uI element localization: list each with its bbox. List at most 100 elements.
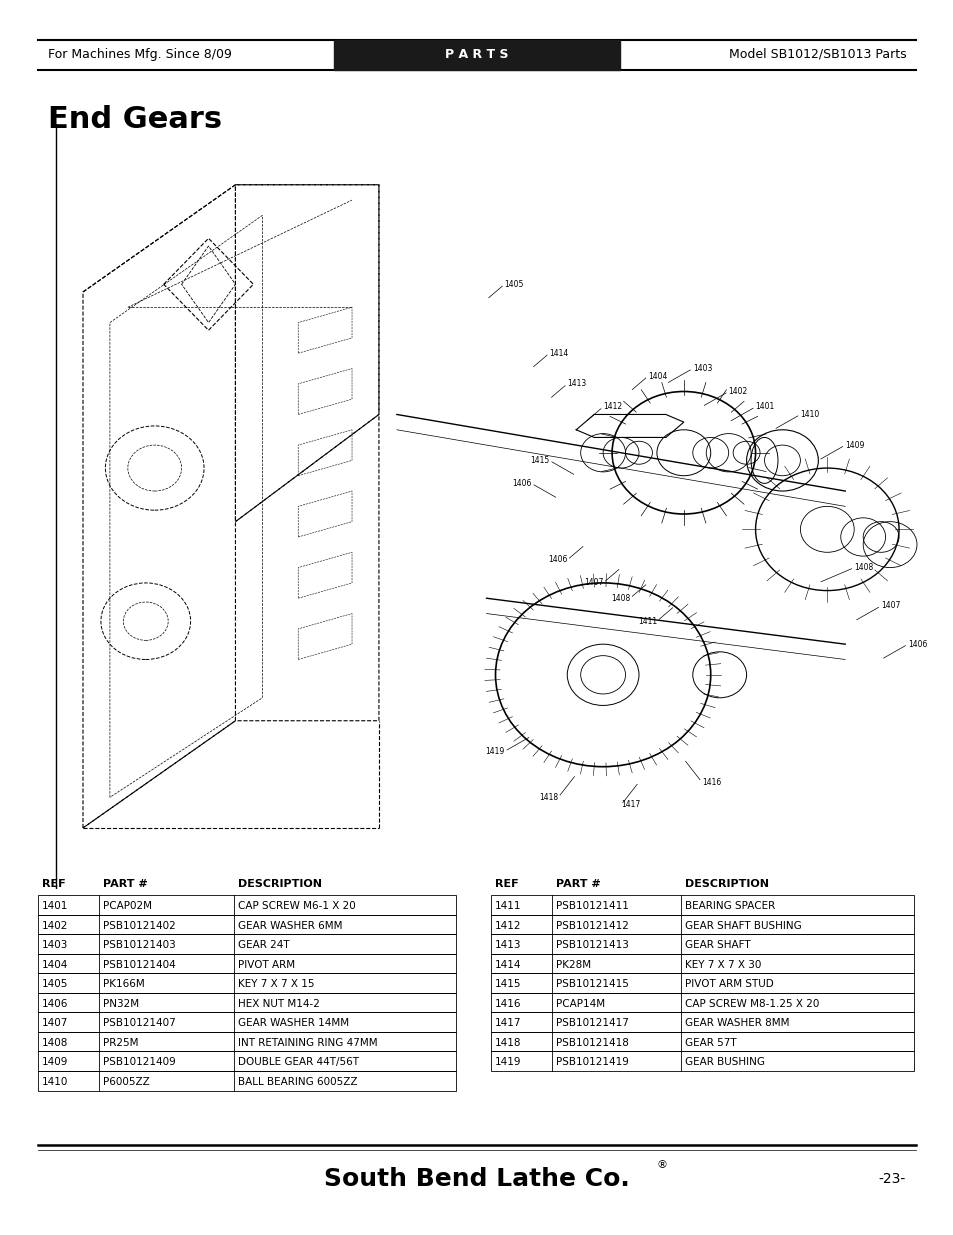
Text: KEY 7 X 7 X 30: KEY 7 X 7 X 30	[684, 960, 760, 969]
Text: PR25M: PR25M	[103, 1037, 138, 1047]
Text: 1413: 1413	[495, 940, 521, 950]
Text: DOUBLE GEAR 44T/56T: DOUBLE GEAR 44T/56T	[237, 1057, 358, 1067]
Bar	[38, 953, 456, 973]
Text: 1406: 1406	[907, 640, 926, 648]
Bar	[491, 895, 913, 915]
Bar	[491, 1051, 913, 1071]
Text: 1408: 1408	[853, 563, 873, 572]
Text: 1403: 1403	[42, 940, 69, 950]
Text: 1408: 1408	[42, 1037, 69, 1047]
Bar	[38, 1071, 456, 1091]
Text: DESCRIPTION: DESCRIPTION	[684, 878, 768, 889]
Text: PSB10121404: PSB10121404	[103, 960, 175, 969]
Text: GEAR 24T: GEAR 24T	[237, 940, 289, 950]
Text: PN32M: PN32M	[103, 999, 139, 1009]
Text: 1406: 1406	[42, 999, 69, 1009]
Text: 1406: 1406	[547, 556, 567, 564]
Text: -23-: -23-	[878, 1172, 904, 1187]
Text: REF: REF	[495, 878, 518, 889]
Text: 1404: 1404	[647, 372, 667, 380]
Text: 1401: 1401	[42, 902, 69, 911]
Text: BEARING SPACER: BEARING SPACER	[684, 902, 775, 911]
Text: 1411: 1411	[638, 616, 657, 626]
Text: 1410: 1410	[42, 1077, 69, 1087]
Text: PSB10121402: PSB10121402	[103, 920, 175, 931]
Text: PIVOT ARM: PIVOT ARM	[237, 960, 294, 969]
Text: PCAP14M: PCAP14M	[556, 999, 604, 1009]
Text: REF: REF	[42, 878, 66, 889]
Bar	[38, 1013, 456, 1032]
Text: For Machines Mfg. Since 8/09: For Machines Mfg. Since 8/09	[48, 48, 232, 61]
Text: PSB10121413: PSB10121413	[556, 940, 628, 950]
Text: 1402: 1402	[42, 920, 69, 931]
Text: BALL BEARING 6005ZZ: BALL BEARING 6005ZZ	[237, 1077, 356, 1087]
Text: PSB10121417: PSB10121417	[556, 1018, 628, 1029]
Text: 1410: 1410	[800, 410, 819, 419]
Text: PK28M: PK28M	[556, 960, 591, 969]
Text: 1401: 1401	[755, 403, 774, 411]
Text: PSB10121403: PSB10121403	[103, 940, 175, 950]
Text: 1414: 1414	[495, 960, 521, 969]
Text: 1418: 1418	[538, 793, 558, 802]
Text: PIVOT ARM STUD: PIVOT ARM STUD	[684, 979, 773, 989]
Text: PSB10121419: PSB10121419	[556, 1057, 628, 1067]
Text: PSB10121415: PSB10121415	[556, 979, 628, 989]
Text: GEAR WASHER 6MM: GEAR WASHER 6MM	[237, 920, 342, 931]
Text: 1406: 1406	[512, 479, 531, 488]
Text: PCAP02M: PCAP02M	[103, 902, 152, 911]
Text: P A R T S: P A R T S	[445, 48, 508, 61]
Bar	[491, 1032, 913, 1051]
Text: CAP SCREW M8-1.25 X 20: CAP SCREW M8-1.25 X 20	[684, 999, 819, 1009]
Bar	[491, 973, 913, 993]
Text: Model SB1012/SB1013 Parts: Model SB1012/SB1013 Parts	[728, 48, 905, 61]
Text: 1418: 1418	[495, 1037, 521, 1047]
Text: 1417: 1417	[495, 1018, 521, 1029]
Text: 1411: 1411	[495, 902, 521, 911]
Bar	[38, 935, 456, 953]
Bar	[491, 953, 913, 973]
Text: 1407: 1407	[583, 578, 602, 588]
Bar	[491, 993, 913, 1013]
Text: PSB10121412: PSB10121412	[556, 920, 628, 931]
Text: 1416: 1416	[701, 778, 720, 787]
Text: 1407: 1407	[881, 601, 900, 610]
Text: INT RETAINING RING 47MM: INT RETAINING RING 47MM	[237, 1037, 376, 1047]
Text: 1405: 1405	[504, 280, 523, 289]
Text: 1415: 1415	[495, 979, 521, 989]
Bar	[38, 1032, 456, 1051]
Text: GEAR WASHER 14MM: GEAR WASHER 14MM	[237, 1018, 348, 1029]
Text: P6005ZZ: P6005ZZ	[103, 1077, 150, 1087]
Bar	[38, 993, 456, 1013]
Bar	[38, 973, 456, 993]
Bar	[38, 895, 456, 915]
Text: PART #: PART #	[556, 878, 600, 889]
Text: End Gears: End Gears	[48, 105, 222, 133]
Text: KEY 7 X 7 X 15: KEY 7 X 7 X 15	[237, 979, 314, 989]
Text: CAP SCREW M6-1 X 20: CAP SCREW M6-1 X 20	[237, 902, 355, 911]
Bar	[491, 1013, 913, 1032]
Text: GEAR WASHER 8MM: GEAR WASHER 8MM	[684, 1018, 789, 1029]
Text: PSB10121418: PSB10121418	[556, 1037, 628, 1047]
Bar	[334, 40, 619, 70]
Text: DESCRIPTION: DESCRIPTION	[237, 878, 321, 889]
Text: ®: ®	[656, 1160, 667, 1170]
Text: South Bend Lathe Co.: South Bend Lathe Co.	[324, 1167, 629, 1192]
Text: 1412: 1412	[602, 403, 621, 411]
Text: HEX NUT M14-2: HEX NUT M14-2	[237, 999, 319, 1009]
Text: PSB10121409: PSB10121409	[103, 1057, 175, 1067]
Text: 1412: 1412	[495, 920, 521, 931]
Text: 1415: 1415	[530, 456, 549, 464]
Bar	[38, 915, 456, 935]
Text: PSB10121407: PSB10121407	[103, 1018, 175, 1029]
Text: 1407: 1407	[42, 1018, 69, 1029]
Text: 1409: 1409	[42, 1057, 69, 1067]
Text: 1403: 1403	[692, 364, 712, 373]
Text: GEAR SHAFT BUSHING: GEAR SHAFT BUSHING	[684, 920, 801, 931]
Text: 1404: 1404	[42, 960, 69, 969]
Text: 1409: 1409	[844, 441, 863, 450]
Text: 1419: 1419	[495, 1057, 521, 1067]
Text: GEAR 57T: GEAR 57T	[684, 1037, 736, 1047]
Text: 1414: 1414	[549, 348, 568, 358]
Text: 1405: 1405	[42, 979, 69, 989]
Text: 1419: 1419	[485, 747, 504, 756]
